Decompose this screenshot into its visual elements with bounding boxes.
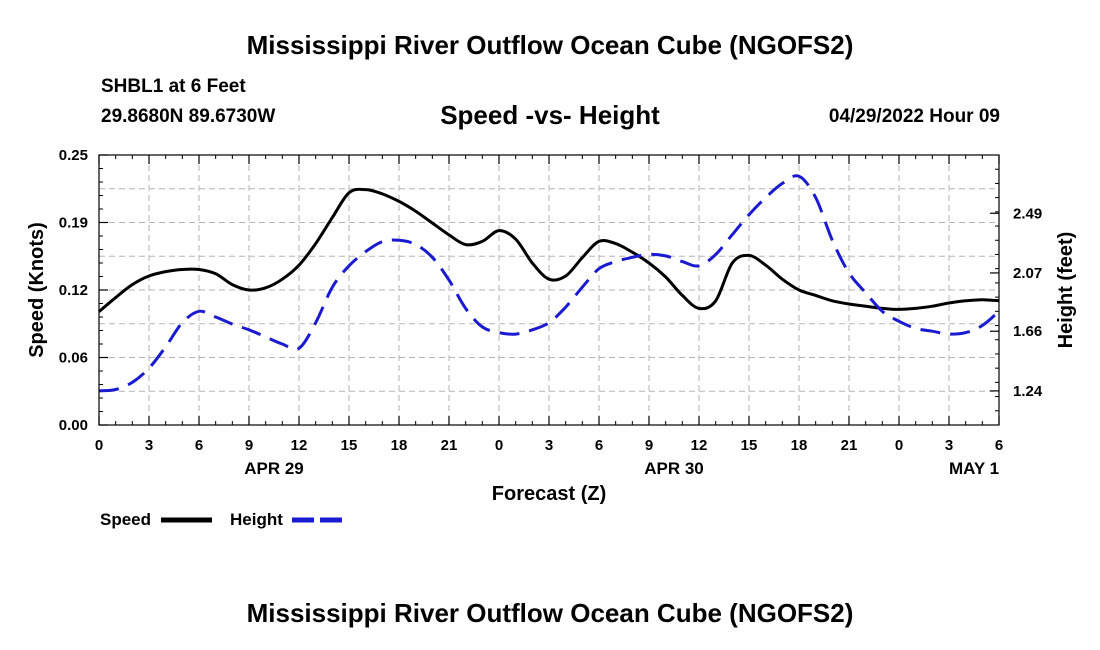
chart-series bbox=[98, 174, 1000, 393]
x-tick-label: 0 bbox=[495, 437, 503, 454]
footer-title: Mississippi River Outflow Ocean Cube (NG… bbox=[246, 598, 854, 628]
x-tick-label: 12 bbox=[691, 437, 708, 454]
x-tick-label: 6 bbox=[595, 437, 603, 454]
y2-tick-label: 1.66 bbox=[1013, 323, 1042, 340]
y-tick-label: 0.19 bbox=[59, 215, 88, 232]
legend-speed-label: Speed bbox=[100, 510, 151, 529]
y2-tick-label: 2.49 bbox=[1013, 205, 1042, 222]
height-series-line bbox=[98, 174, 1000, 393]
y-axis-label: Speed (Knots) bbox=[26, 222, 48, 358]
date-label: MAY 1 bbox=[949, 459, 999, 478]
date-label: APR 30 bbox=[644, 459, 704, 478]
legend-height-label: Height bbox=[230, 510, 283, 529]
y2-axis-label: Height (feet) bbox=[1055, 232, 1077, 349]
x-tick-label: 21 bbox=[441, 437, 458, 454]
forecast-datetime: 04/29/2022 Hour 09 bbox=[828, 106, 1000, 127]
x-tick-label: 18 bbox=[791, 437, 808, 454]
station-coordinates: 29.8680N 89.6730W bbox=[101, 106, 276, 127]
chart-ticks: 0 3 6 9 12 15 18 21 0 3 6 9 12 15 18 21 0 3 6 0.00 0.06 0.12 0… bbox=[59, 147, 1043, 478]
speed-series-line bbox=[98, 187, 1000, 313]
chart-labels: Speed (Knots) Height (feet) Forecast (Z) bbox=[26, 222, 1077, 505]
y-tick-label: 0.00 bbox=[59, 417, 88, 434]
y-tick-label: 0.25 bbox=[59, 147, 88, 164]
x-tick-label: 0 bbox=[95, 437, 103, 454]
x-tick-label: 3 bbox=[945, 437, 953, 454]
x-tick-label: 21 bbox=[841, 437, 858, 454]
x-tick-label: 12 bbox=[291, 437, 308, 454]
station-label: SHBL1 at 6 Feet bbox=[101, 76, 246, 97]
x-tick-label: 6 bbox=[995, 437, 1003, 454]
speed-height-chart: 0 3 6 9 12 15 18 21 0 3 6 9 12 15 18 21 0 3 6 0.00 0.06 0.12 0… bbox=[26, 147, 1077, 529]
y-tick-label: 0.06 bbox=[59, 350, 88, 367]
y-tick-label: 0.12 bbox=[59, 282, 88, 299]
x-tick-label: 6 bbox=[195, 437, 203, 454]
chart-legend: Speed Height bbox=[100, 510, 343, 529]
x-tick-label: 3 bbox=[545, 437, 553, 454]
x-tick-label: 9 bbox=[245, 437, 253, 454]
y2-tick-label: 1.24 bbox=[1013, 383, 1043, 400]
chart-main-title: Mississippi River Outflow Ocean Cube (NG… bbox=[246, 30, 854, 60]
date-label: APR 29 bbox=[244, 459, 304, 478]
x-tick-label: 0 bbox=[895, 437, 903, 454]
x-tick-label: 15 bbox=[341, 437, 358, 454]
x-tick-label: 3 bbox=[145, 437, 153, 454]
x-tick-label: 15 bbox=[741, 437, 758, 454]
chart-subtitle: Speed -vs- Height bbox=[440, 100, 660, 130]
x-tick-label: 9 bbox=[645, 437, 653, 454]
x-axis-label: Forecast (Z) bbox=[492, 483, 606, 505]
x-tick-label: 18 bbox=[391, 437, 408, 454]
y2-tick-label: 2.07 bbox=[1013, 265, 1042, 282]
